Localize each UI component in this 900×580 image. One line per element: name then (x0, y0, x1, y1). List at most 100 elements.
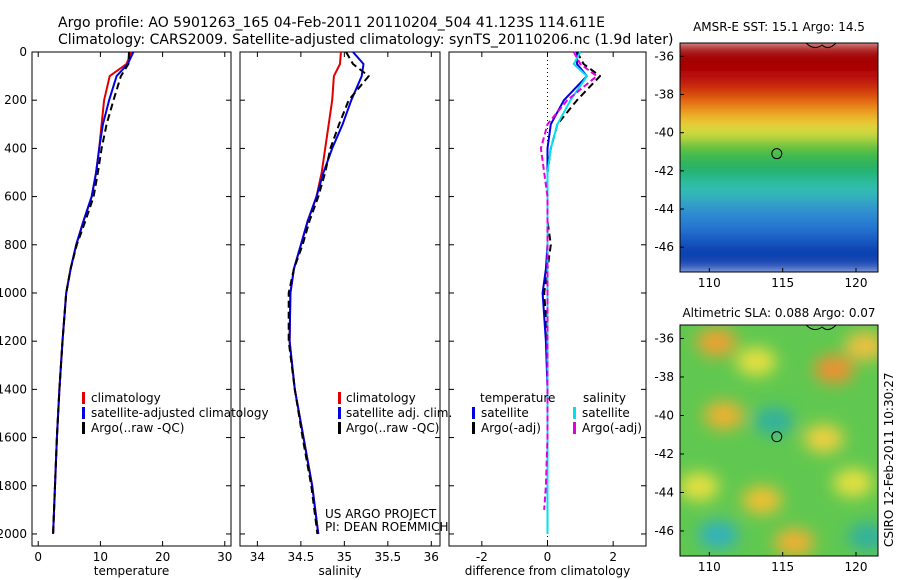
series-line-satellite-adjusted-climatology (52, 51, 135, 535)
argo-float-location-marker (771, 431, 783, 443)
series-line-salinity-satellite (546, 51, 588, 534)
profile-axes: 0 10 20 30temperature0200400600800100012001… (0, 45, 647, 578)
x-tick-label: 35.5 (374, 550, 401, 564)
legend-swatch-argo (82, 422, 85, 434)
series-line-satellite-adj-clim- (288, 51, 365, 535)
legend-swatch-temp-argo (472, 422, 475, 434)
project-annotation: US ARGO PROJECT (325, 507, 437, 521)
y-tick-label: 1200 (0, 334, 27, 348)
y-tick-label: 400 (4, 141, 27, 155)
legend-heading-temperature: temperature (480, 391, 555, 405)
y-tick-label: -40 (654, 126, 674, 140)
plot-frame (31, 51, 232, 547)
x-tick-label: 2 (609, 550, 617, 564)
sla-anomaly-blob (833, 468, 874, 497)
x-tick-label: 35 (337, 550, 352, 564)
sst-band (680, 90, 878, 107)
y-tick-label: -46 (654, 240, 674, 254)
x-tick-label: 115 (771, 276, 794, 290)
map-field (680, 43, 878, 272)
x-axis-label: difference from climatology (465, 564, 631, 578)
y-tick-label: -46 (654, 524, 674, 538)
legend-swatch-argo (338, 422, 341, 434)
sst-band (680, 239, 878, 272)
coastline-outline (805, 324, 837, 331)
x-tick-label: 0 (544, 550, 552, 564)
pi-annotation: PI: DEAN ROEMMICH (325, 520, 448, 534)
coastline-outline (805, 42, 837, 49)
y-tick-label: -38 (654, 370, 674, 384)
sla-anomaly-blob (774, 528, 815, 556)
legend-swatch-climatology (338, 392, 341, 404)
sst-band (680, 178, 878, 201)
sst-band (680, 121, 878, 140)
x-tick-label: 30 (217, 550, 232, 564)
sst-band (680, 199, 878, 222)
y-tick-label: -40 (654, 408, 674, 422)
y-tick-label: -36 (654, 49, 674, 63)
y-tick-label: -44 (654, 485, 674, 499)
profile-panel-1: 0 10 20 30 temperature 0 200 400 600 800 1000 1200 1… (0, 45, 232, 578)
sst-map: 110 115 120 -36 -38 -40 -42 -44 -46 (654, 42, 879, 290)
x-tick-label: 115 (771, 560, 794, 574)
x-tick-label: 120 (845, 276, 868, 290)
x-tick-label: 10 (93, 550, 108, 564)
y-tick-label: 2000 (0, 527, 27, 541)
sla-anomaly-blob (847, 522, 878, 551)
x-tick-label: 36 (424, 550, 439, 564)
profile-series (52, 51, 601, 535)
sst-band (680, 157, 878, 180)
y-tick-label: 1600 (0, 431, 27, 445)
argo-float-location-marker (771, 148, 783, 160)
figure-title-line2: Climatology: CARS2009. Satellite-adjuste… (58, 32, 673, 48)
series-line-climatology (288, 51, 342, 535)
series-line-temperature-satellite (541, 52, 588, 534)
legend-swatch-satellite (338, 407, 341, 419)
temperature-legend: climatology satellite-adjusted climatolo… (82, 391, 269, 435)
sla-anomaly-blob (704, 401, 744, 430)
legend-label-temp-satellite: satellite (481, 406, 529, 420)
sla-color-field (680, 328, 878, 556)
sst-band (680, 220, 878, 241)
x-tick-label: -2 (476, 550, 488, 564)
series-line-temperature-argo-adj- (543, 51, 601, 534)
y-tick-label: 1800 (0, 479, 27, 493)
salinity-legend: climatology satellite adj. clim. Argo(..… (325, 391, 452, 534)
legend-swatch-sal-satellite (573, 407, 576, 419)
sst-band (680, 138, 878, 159)
legend-label-sal-argo: Argo(-adj) (582, 421, 642, 435)
legend-swatch-temp-satellite (472, 407, 475, 419)
y-tick-label: -36 (654, 331, 674, 345)
legend-swatch-satellite-adjusted (82, 407, 85, 419)
sla-anomaly-blob (814, 355, 854, 384)
y-tick-label: -38 (654, 88, 674, 102)
legend-label-argo: Argo(..raw -QC) (91, 421, 184, 435)
map-frame (679, 324, 879, 557)
series-line-climatology (52, 51, 133, 535)
y-tick-label: -42 (654, 164, 674, 178)
x-axis-label: salinity (318, 564, 361, 578)
legend-label-satellite-adjusted: satellite-adjusted climatology (91, 406, 269, 420)
legend-label-climatology: climatology (346, 391, 416, 405)
series-line-salinity-argo-adj- (539, 51, 598, 510)
sla-anomaly-blob (680, 472, 720, 501)
x-tick-label: 20 (155, 550, 170, 564)
sla-anomaly-blob (753, 407, 794, 436)
plot-frame (239, 51, 441, 547)
y-tick-label: 0 (19, 45, 27, 59)
legend-heading-salinity: salinity (583, 391, 626, 405)
legend-swatch-climatology (82, 392, 85, 404)
sla-anomaly-blob (736, 347, 777, 376)
csiro-credit: CSIRO 12-Feb-2011 10:30:27 (882, 372, 896, 547)
legend-label-argo: Argo(..raw -QC) (346, 421, 439, 435)
legend-label-sal-satellite: satellite (582, 406, 630, 420)
sla-map: 110 115 120 -36 -38 -40 -42 -44 -46 (654, 324, 879, 574)
sst-band (680, 105, 878, 123)
difference-legend: temperature satellite Argo(-adj) salinit… (472, 391, 642, 435)
legend-label-climatology: climatology (91, 391, 161, 405)
sla-anomaly-blob (698, 520, 739, 549)
sst-band (680, 43, 878, 73)
sla-anomaly-blob (803, 424, 844, 453)
